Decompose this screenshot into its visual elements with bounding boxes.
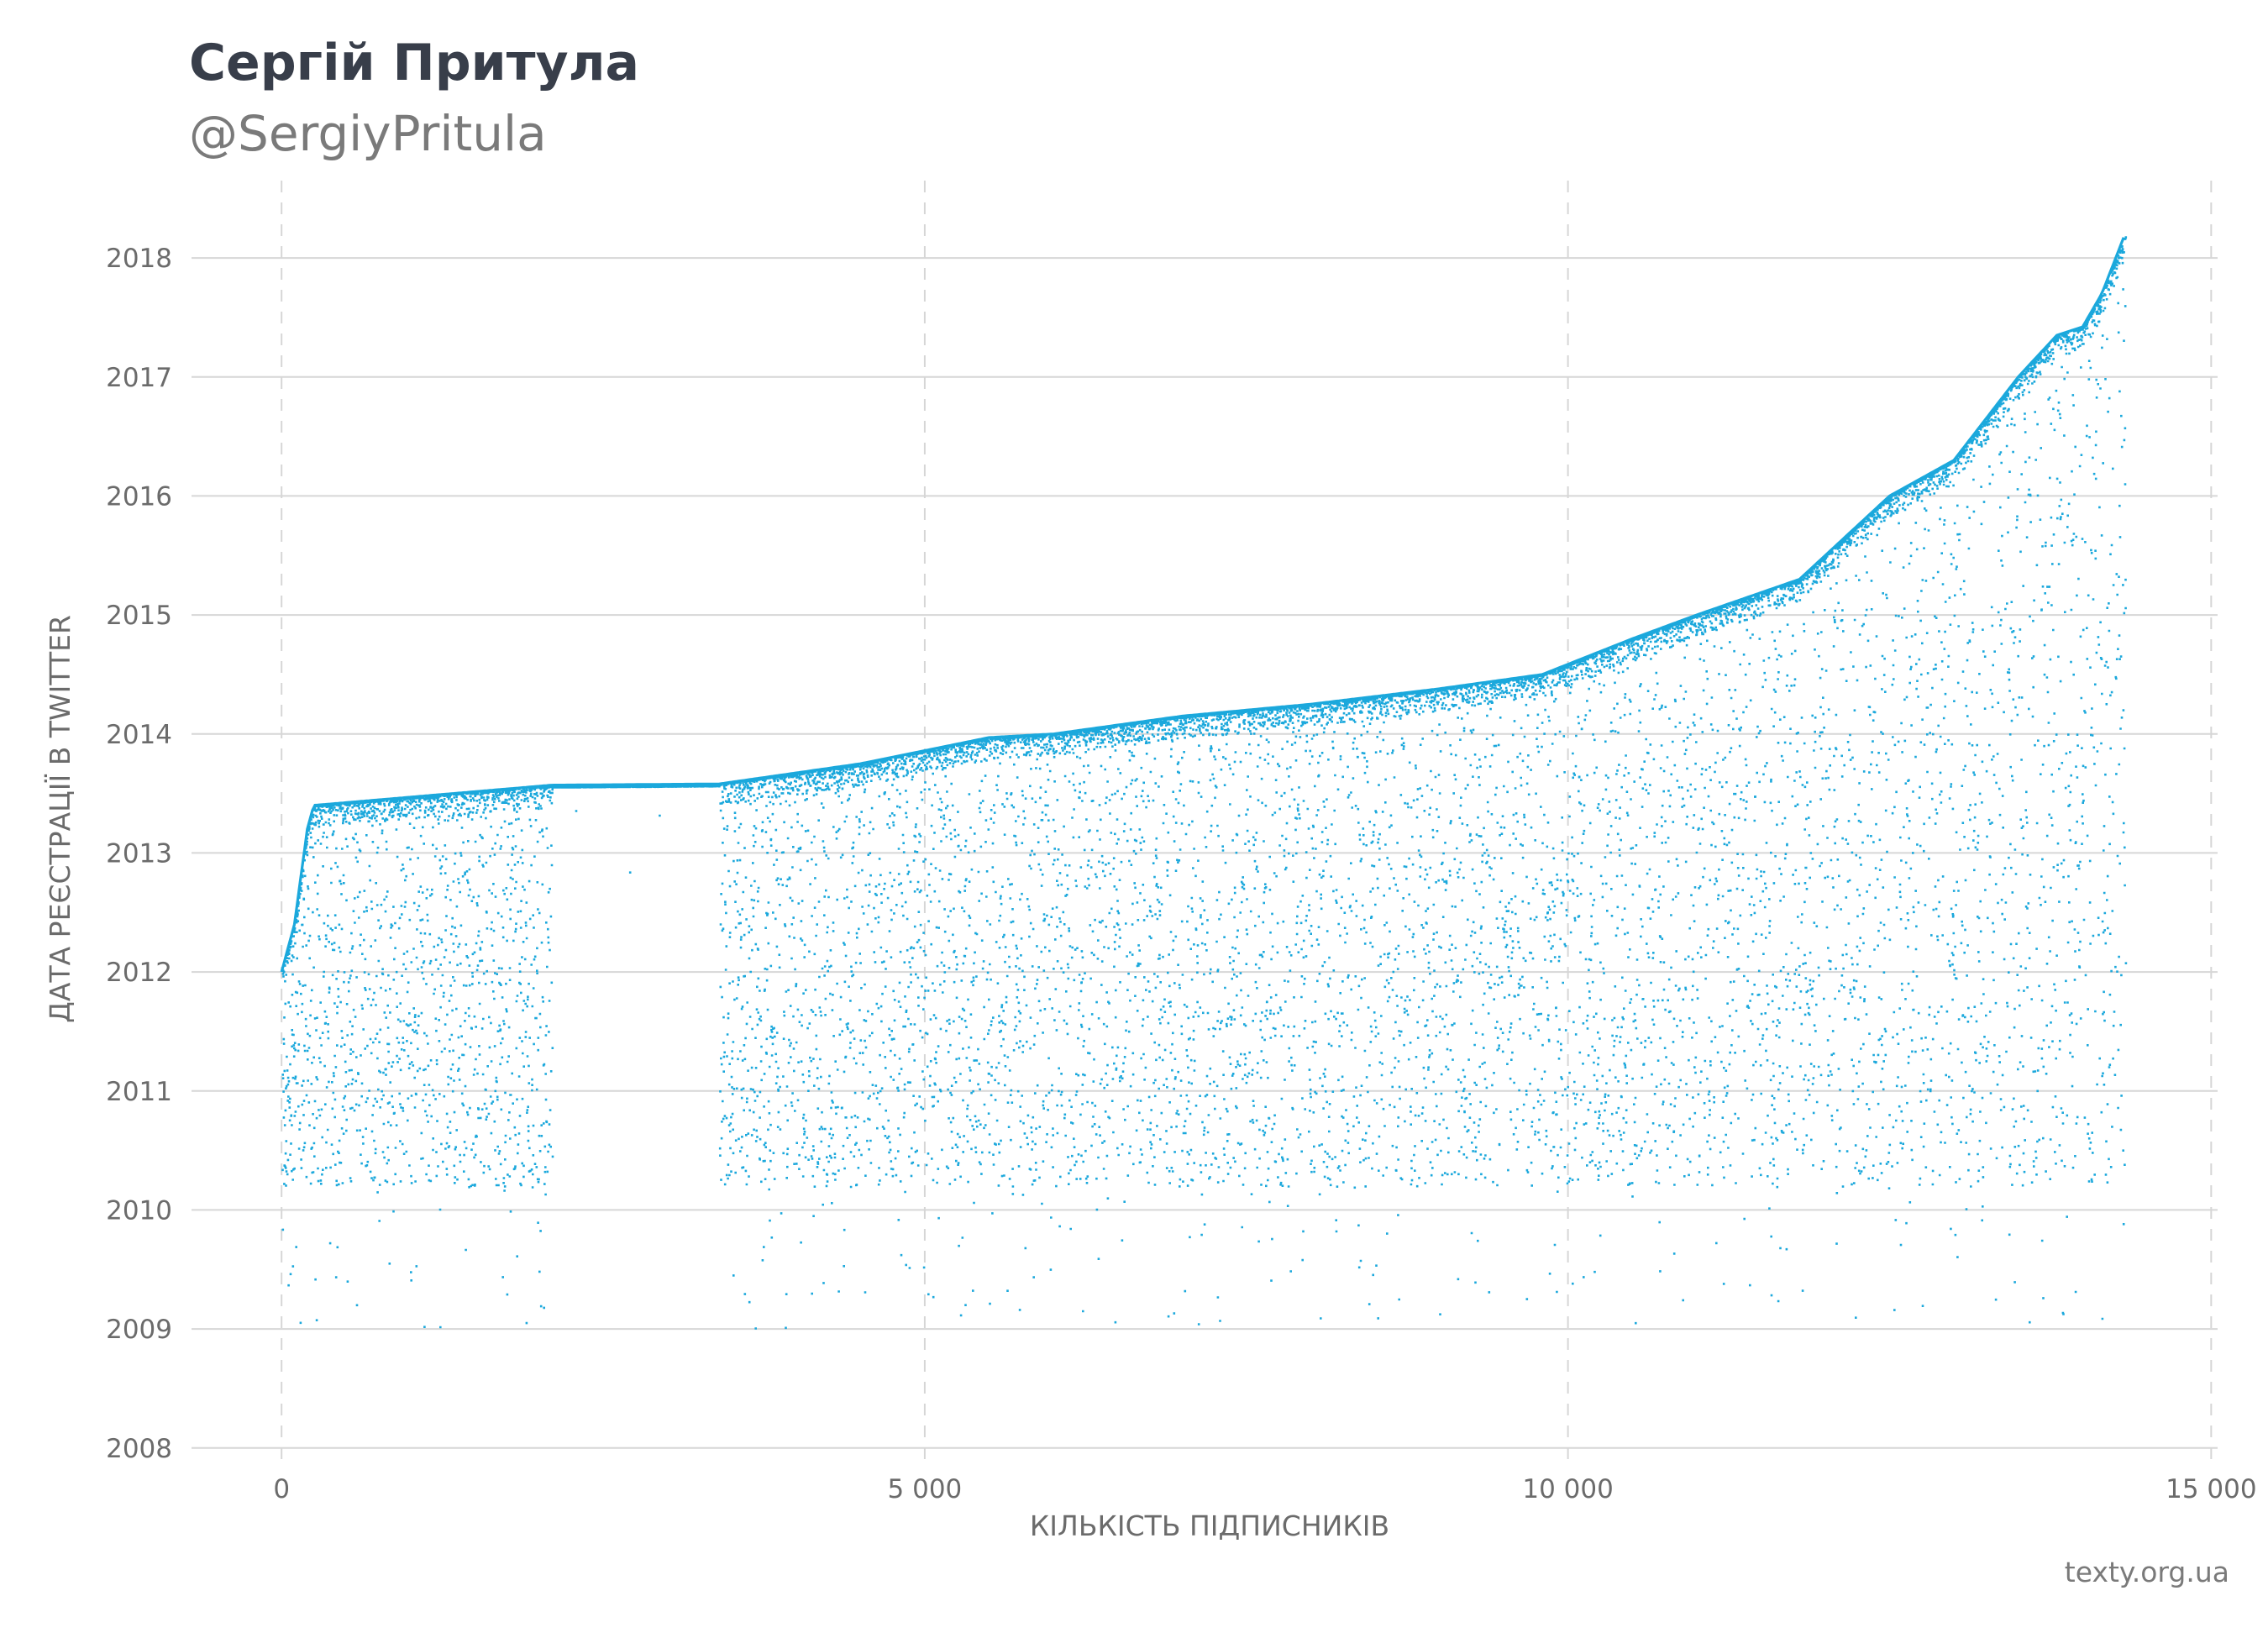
y-tick-label: 2008 [106, 1434, 172, 1464]
grid-lines [192, 181, 2218, 1466]
y-tick-label: 2018 [106, 244, 172, 274]
chart-title: Сергій Притула [189, 34, 640, 92]
y-tick-label: 2017 [106, 363, 172, 393]
x-axis-label: КІЛЬКІСТЬ ПІДПИСНИКІВ [1030, 1509, 1389, 1542]
y-tick-label: 2012 [106, 958, 172, 988]
scatter-points [281, 236, 2128, 1330]
y-tick-label: 2014 [106, 720, 172, 750]
y-tick-label: 2009 [106, 1315, 172, 1345]
y-axis-label: ДАТА РЕЄСТРАЦІЇ В TWITTER [44, 615, 76, 1023]
x-tick-label: 5 000 [888, 1474, 963, 1504]
frontier-edge [280, 237, 2125, 973]
source-credit: texty.org.ua [2064, 1556, 2229, 1588]
y-axis-ticks: 2008 2009 2010 2011 2012 2013 2014 2015 2016 2017… [106, 244, 172, 1464]
y-tick-label: 2013 [106, 838, 172, 869]
data-points [281, 236, 2128, 1330]
x-tick-label: 10 000 [1522, 1474, 1613, 1504]
y-tick-label: 2015 [106, 601, 172, 631]
y-tick-label: 2016 [106, 481, 172, 512]
chart-subtitle: @SergiyPritula [189, 105, 547, 162]
y-tick-label: 2011 [106, 1077, 172, 1107]
x-axis-ticks: 0 5 000 10 000 15 000 [273, 1474, 2256, 1504]
x-tick-label: 0 [273, 1474, 290, 1504]
y-tick-label: 2010 [106, 1195, 172, 1226]
x-tick-label: 15 000 [2166, 1474, 2256, 1504]
frontier-line [280, 237, 2125, 973]
